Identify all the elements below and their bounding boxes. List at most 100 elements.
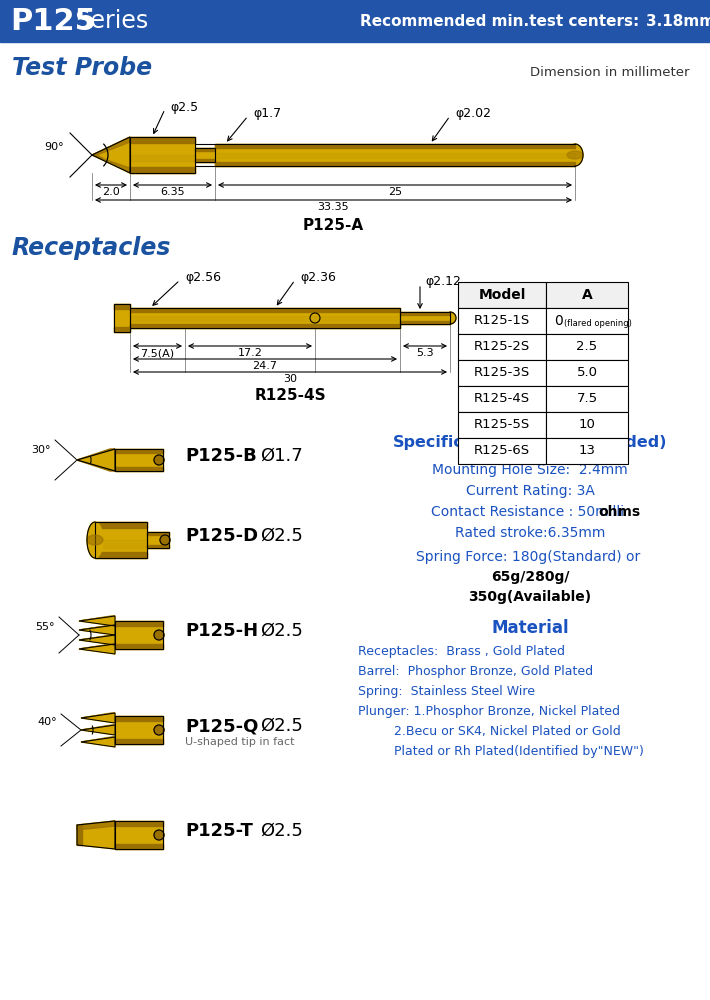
- Polygon shape: [79, 635, 115, 640]
- Bar: [115, 821, 163, 826]
- Text: A: A: [581, 288, 592, 302]
- Ellipse shape: [87, 522, 103, 558]
- Text: Material: Material: [491, 619, 569, 637]
- Bar: [215, 162, 575, 166]
- Text: Model: Model: [479, 288, 525, 302]
- Polygon shape: [92, 155, 130, 173]
- Ellipse shape: [567, 144, 583, 166]
- Text: U-shaped tip in fact: U-shaped tip in fact: [185, 737, 295, 747]
- Bar: [546, 282, 628, 308]
- Polygon shape: [81, 725, 115, 735]
- Text: Ø2.5: Ø2.5: [260, 717, 303, 735]
- Text: 30°: 30°: [31, 445, 51, 455]
- Bar: [130, 308, 400, 328]
- Polygon shape: [81, 725, 115, 730]
- Circle shape: [154, 725, 164, 735]
- Text: 5.3: 5.3: [416, 348, 434, 358]
- Text: P125-Q: P125-Q: [185, 717, 258, 735]
- Bar: [546, 360, 628, 386]
- Text: Rated stroke:6.35mm: Rated stroke:6.35mm: [455, 526, 605, 540]
- Bar: [215, 153, 575, 158]
- Polygon shape: [92, 137, 130, 155]
- Bar: [114, 304, 130, 332]
- Bar: [115, 449, 163, 471]
- Text: 0: 0: [554, 314, 563, 328]
- Text: R125-1S: R125-1S: [474, 314, 530, 328]
- Bar: [130, 308, 400, 312]
- Bar: [458, 360, 546, 386]
- Ellipse shape: [87, 535, 103, 545]
- Circle shape: [154, 630, 164, 640]
- Polygon shape: [77, 821, 115, 830]
- Text: 6.35: 6.35: [160, 187, 185, 197]
- Text: Ø2.5: Ø2.5: [260, 527, 303, 545]
- Text: φ1.7: φ1.7: [253, 107, 281, 120]
- Bar: [115, 821, 163, 849]
- Bar: [400, 312, 450, 315]
- Text: 30: 30: [283, 374, 297, 384]
- Text: R125-3S: R125-3S: [474, 366, 530, 379]
- Bar: [130, 137, 195, 143]
- Bar: [95, 522, 147, 528]
- Polygon shape: [79, 625, 115, 635]
- Text: 55°: 55°: [36, 622, 55, 632]
- Bar: [114, 327, 130, 332]
- Circle shape: [160, 535, 170, 545]
- Text: 350g(Available): 350g(Available): [469, 590, 591, 604]
- Bar: [115, 621, 163, 626]
- Text: Barrel:  Phosphor Bronze, Gold Plated: Barrel: Phosphor Bronze, Gold Plated: [358, 666, 593, 678]
- Text: φ2.12: φ2.12: [425, 275, 461, 288]
- Bar: [215, 144, 575, 148]
- Text: Receptacles: Receptacles: [12, 236, 172, 260]
- Text: Mounting Hole Size:  2.4mm: Mounting Hole Size: 2.4mm: [432, 463, 628, 477]
- Bar: [130, 308, 400, 328]
- Text: Test Probe: Test Probe: [12, 56, 152, 80]
- Polygon shape: [79, 616, 115, 621]
- Bar: [115, 716, 163, 744]
- Text: 10: 10: [579, 418, 596, 432]
- Text: 2.5: 2.5: [577, 340, 598, 354]
- Text: Plated or Rh Plated(Identified by"NEW"): Plated or Rh Plated(Identified by"NEW"): [358, 746, 644, 758]
- Bar: [195, 148, 215, 162]
- Polygon shape: [450, 312, 456, 324]
- Text: P125-B: P125-B: [185, 447, 257, 465]
- Bar: [195, 148, 215, 162]
- Text: Spring Force: 180g(Standard) or: Spring Force: 180g(Standard) or: [415, 550, 644, 564]
- Polygon shape: [79, 644, 115, 654]
- Bar: [130, 167, 195, 173]
- Bar: [95, 522, 147, 558]
- Text: R125-4S: R125-4S: [254, 388, 326, 403]
- Bar: [130, 155, 195, 161]
- Bar: [546, 438, 628, 464]
- Text: 2.0: 2.0: [102, 187, 120, 197]
- Bar: [400, 321, 450, 324]
- Text: 2.Becu or SK4, Nickel Plated or Gold: 2.Becu or SK4, Nickel Plated or Gold: [358, 726, 621, 738]
- Text: 90°: 90°: [44, 142, 64, 152]
- Text: Ø2.5: Ø2.5: [260, 622, 303, 640]
- Text: 40°: 40°: [38, 717, 57, 727]
- Text: φ2.36: φ2.36: [300, 271, 336, 284]
- Text: P125: P125: [10, 6, 96, 35]
- Text: Ø2.5: Ø2.5: [260, 822, 303, 840]
- Text: Plunger: 1.Phosphor Bronze, Nickel Plated: Plunger: 1.Phosphor Bronze, Nickel Plate…: [358, 706, 620, 718]
- Bar: [458, 438, 546, 464]
- Text: φ2.02: φ2.02: [455, 107, 491, 120]
- Text: R125-6S: R125-6S: [474, 444, 530, 458]
- Bar: [114, 304, 130, 309]
- Circle shape: [154, 455, 164, 465]
- Polygon shape: [79, 635, 115, 645]
- Bar: [115, 821, 163, 849]
- Bar: [0, 0, 710, 42]
- Bar: [147, 532, 169, 535]
- Bar: [115, 716, 163, 721]
- Text: φ2.56: φ2.56: [185, 271, 221, 284]
- Bar: [400, 312, 450, 324]
- Text: P125-H: P125-H: [185, 622, 258, 640]
- Text: Contact Resistance : 50milli: Contact Resistance : 50milli: [431, 505, 629, 519]
- Bar: [195, 159, 215, 162]
- Bar: [115, 844, 163, 849]
- Polygon shape: [77, 460, 115, 471]
- Text: Series: Series: [68, 9, 148, 33]
- Text: P125-D: P125-D: [185, 527, 258, 545]
- Bar: [147, 545, 169, 548]
